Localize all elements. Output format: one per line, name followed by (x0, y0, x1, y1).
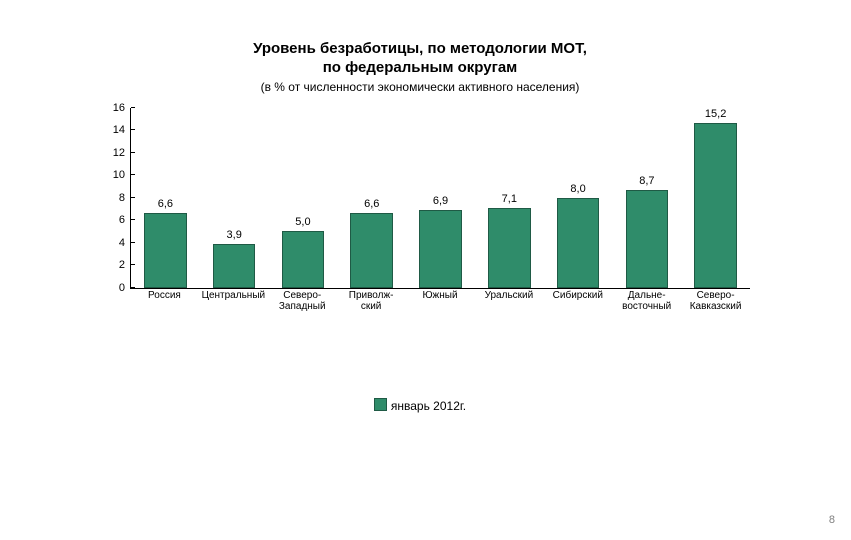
bar-value-label: 15,2 (705, 108, 726, 120)
x-axis-label: Приволж-ский (337, 290, 406, 313)
x-axis-label: Северо-Западный (268, 290, 337, 313)
bar-value-label: 8,7 (639, 175, 654, 187)
y-tick: 2 (119, 259, 131, 271)
bars-container: 6,6 3,9 5,0 6,6 6,9 7,1 8,0 8,7 15,2 (131, 108, 750, 288)
bar-value-label: 5,0 (295, 216, 310, 228)
bar-slot: 6,6 (337, 108, 406, 288)
unemployment-chart: Уровень безработицы, по методологии МОТ,… (90, 40, 750, 413)
chart-subtitle: (в % от численности экономически активно… (90, 80, 750, 94)
x-axis-label: Центральный (199, 290, 268, 313)
plot: 6,63,95,06,66,97,18,08,715,2 02468101214… (90, 108, 750, 328)
chart-title-line1: Уровень безработицы, по методологии МОТ, (253, 40, 587, 57)
x-axis-label: Сибирский (543, 290, 612, 313)
y-tick: 14 (113, 124, 131, 136)
y-tick: 6 (119, 214, 131, 226)
bar-slot: 3,9 (200, 108, 269, 288)
x-axis-label: Россия (130, 290, 199, 313)
bar-slot: 5,0 (269, 108, 338, 288)
plot-area: 6,63,95,06,66,97,18,08,715,2 02468101214… (130, 108, 750, 289)
bar-value-label: 6,6 (364, 198, 379, 210)
bar-rect (488, 208, 531, 288)
y-tick: 12 (113, 147, 131, 159)
chart-title-line2: по федеральным округам (323, 59, 518, 76)
bar-rect (350, 213, 393, 287)
legend: январь 2012г. (90, 398, 750, 413)
bar-rect (213, 244, 256, 288)
x-axis-label: Уральский (474, 290, 543, 313)
bar-slot: 8,7 (612, 108, 681, 288)
bar-rect (557, 198, 600, 288)
x-axis-labels: РоссияЦентральныйСеверо-ЗападныйПриволж-… (130, 290, 750, 313)
bar-value-label: 6,6 (158, 198, 173, 210)
x-axis-label: Северо-Кавказский (681, 290, 750, 313)
x-axis-label: Дальне-восточный (612, 290, 681, 313)
x-axis-label: Южный (406, 290, 475, 313)
y-tick: 4 (119, 237, 131, 249)
bar-value-label: 7,1 (502, 193, 517, 205)
y-tick: 16 (113, 102, 131, 114)
bar-slot: 6,6 (131, 108, 200, 288)
page-number: 8 (829, 514, 835, 526)
legend-swatch (374, 398, 387, 411)
bar-rect (419, 210, 462, 288)
chart-title: Уровень безработицы, по методологии МОТ,… (90, 40, 750, 78)
bar-rect (144, 213, 187, 287)
bar-slot: 6,9 (406, 108, 475, 288)
bar-slot: 15,2 (681, 108, 750, 288)
y-tick: 8 (119, 192, 131, 204)
y-tick: 10 (113, 169, 131, 181)
legend-label: январь 2012г. (391, 399, 466, 413)
bar-rect (282, 231, 325, 287)
bar-value-label: 8,0 (570, 183, 585, 195)
bar-rect (694, 123, 737, 288)
bar-rect (626, 190, 669, 288)
bar-value-label: 6,9 (433, 195, 448, 207)
bar-slot: 8,0 (544, 108, 613, 288)
bar-slot: 7,1 (475, 108, 544, 288)
bar-value-label: 3,9 (227, 229, 242, 241)
